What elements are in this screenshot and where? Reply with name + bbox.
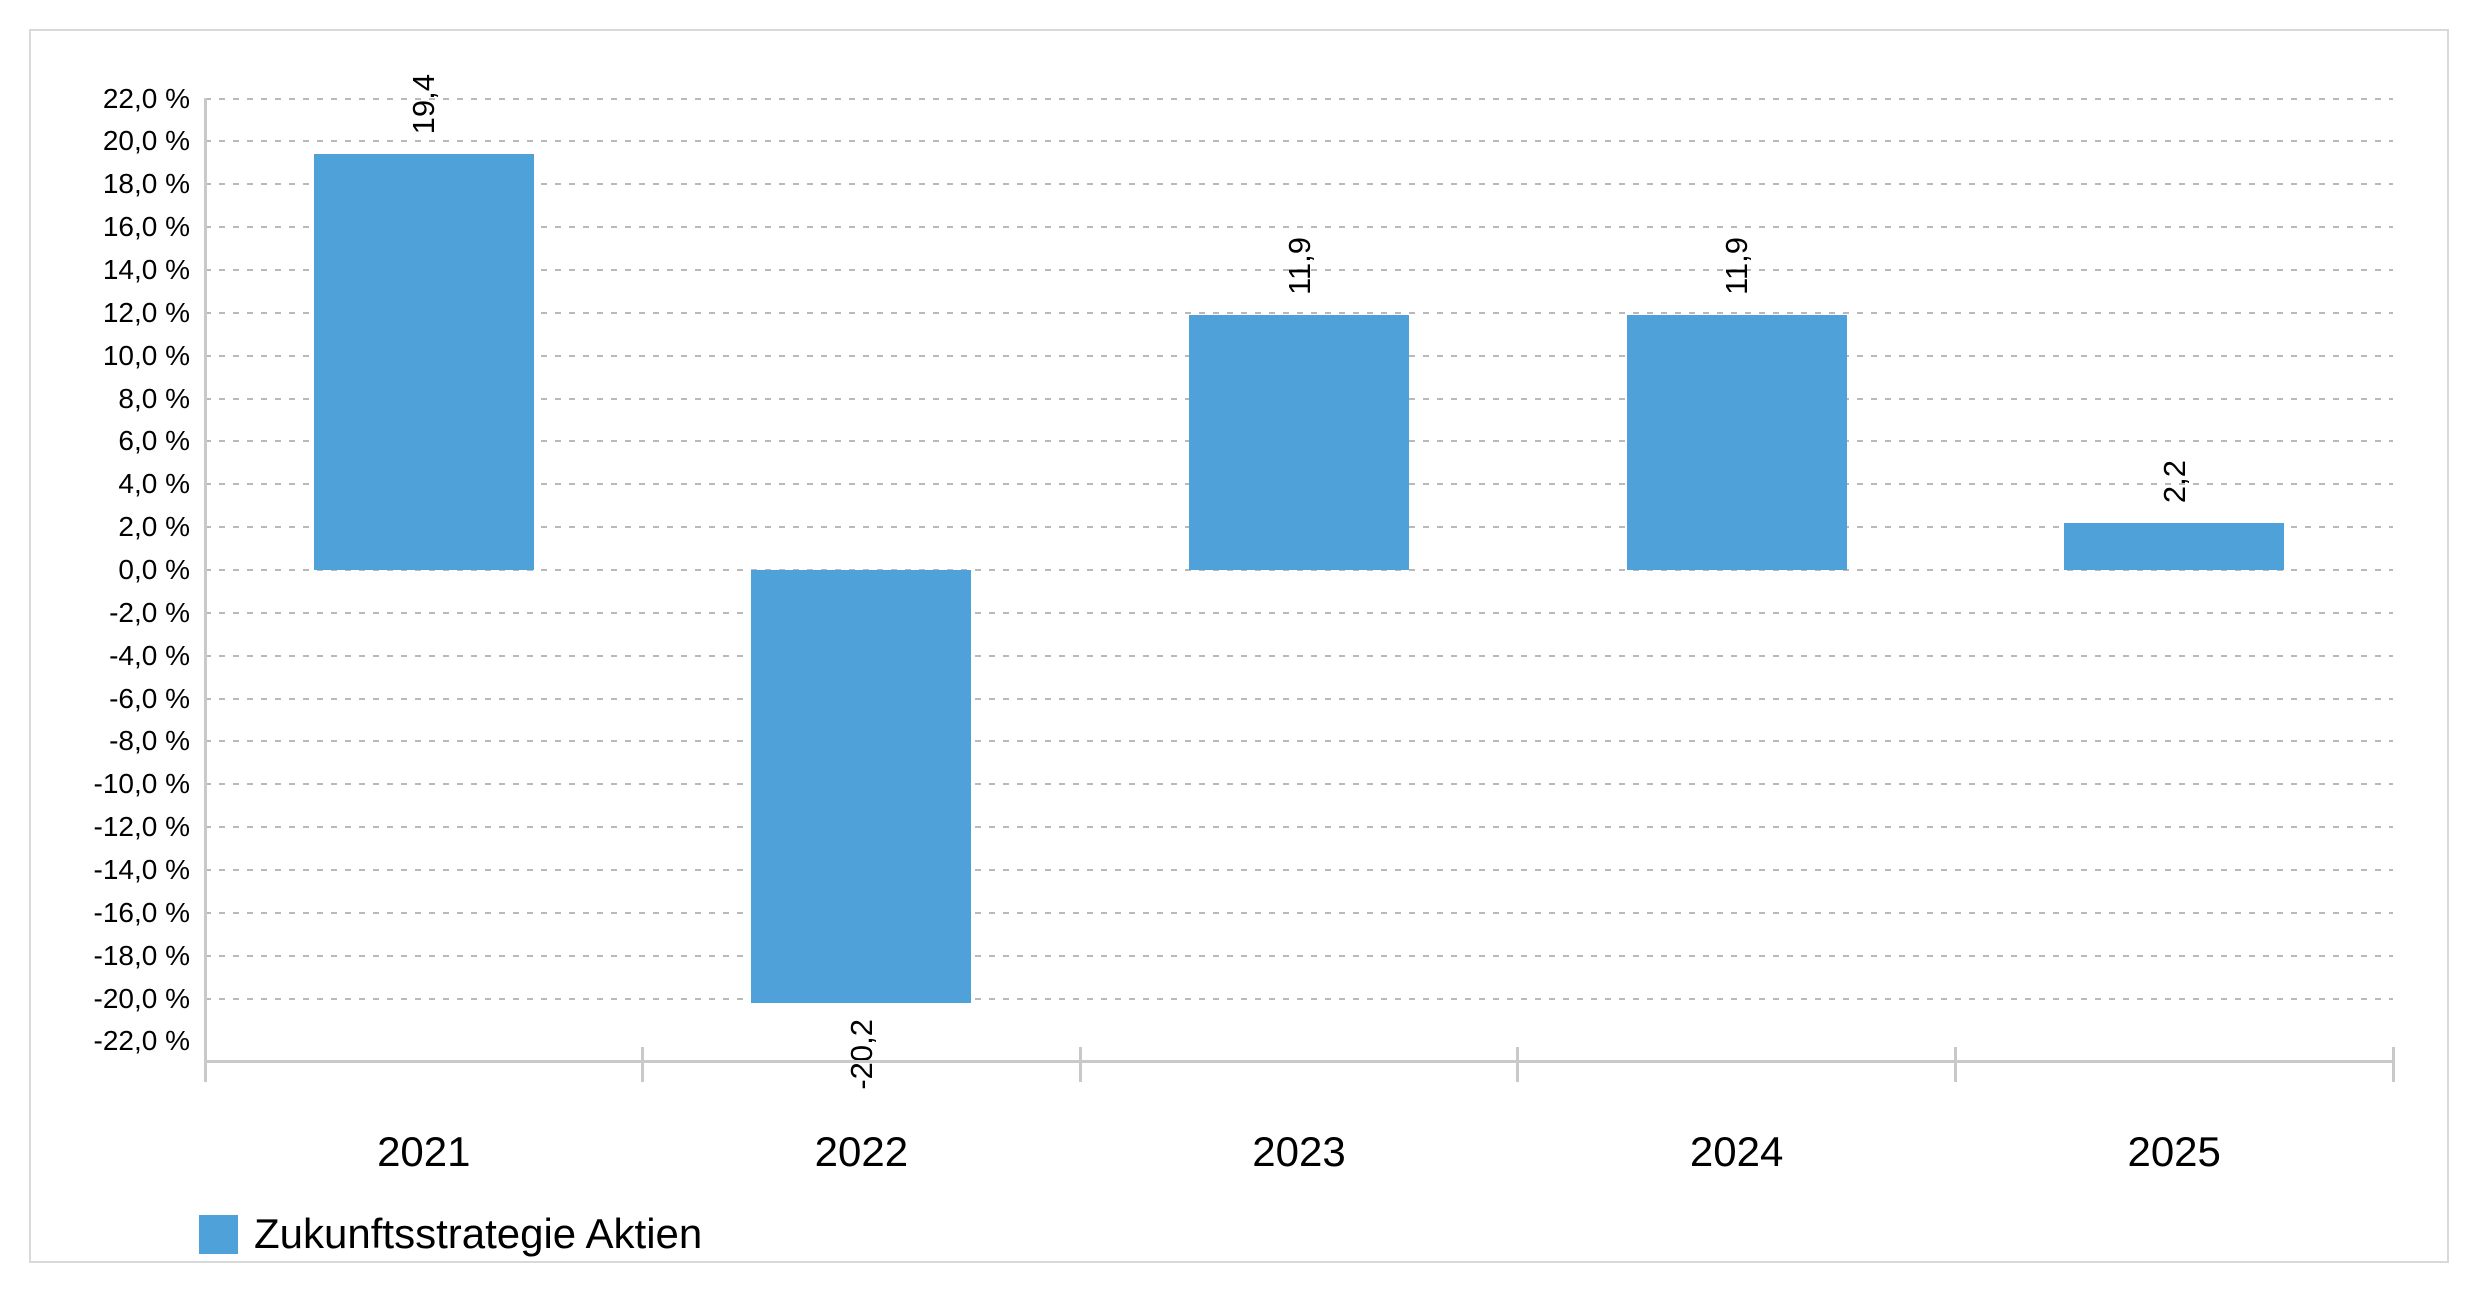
y-tick-label: 0,0 % [118,554,190,585]
gridline [205,183,2393,186]
y-tick-label: 4,0 % [118,468,190,500]
x-axis-line [205,1060,2393,1063]
y-tick-label: 22,0 % [102,82,190,114]
x-tick-label: 2023 [1252,1128,1346,1175]
gridline [205,997,2393,1000]
y-tick-label: -8,0 % [109,725,190,757]
x-tick-label: 2021 [377,1128,471,1175]
y-tick-label: 16,0 % [102,211,190,243]
bar-2025[interactable] [2064,522,2285,570]
y-tick-label: 8,0 % [118,382,190,414]
axis-tick [1516,1047,1520,1082]
y-tick-label: -4,0 % [109,639,190,671]
y-tick-label: 2,0 % [118,511,190,543]
gridline [205,697,2393,700]
chart-panel: 19,4 -20,2 11,9 11,9 2,2 22,0 % 20,0 % 18,0 % 1… [29,29,2449,1263]
gridline [205,569,2393,571]
y-tick-label: 10,0 % [102,339,190,371]
y-tick-label: 20,0 % [102,125,190,157]
y-tick-label: -18,0 % [93,939,191,971]
bar-2022[interactable] [751,570,972,1003]
gridline [205,97,2393,100]
plot-area: 19,4 -20,2 11,9 11,9 2,2 [203,74,2395,1090]
y-tick-label: 12,0 % [102,296,190,328]
y-axis-line [204,98,207,1082]
legend-item-zukunftsstrategie-aktien[interactable]: Zukunftsstrategie Aktien [199,1210,702,1258]
y-tick-label: -6,0 % [109,682,190,714]
gridline [205,826,2393,829]
y-tick-label: -14,0 % [93,854,191,886]
bar-value-label: -20,2 [843,1018,879,1090]
gridline [205,140,2393,143]
y-tick-label: -20,0 % [93,982,191,1014]
y-tick-label: -12,0 % [93,811,191,843]
bar-2023[interactable] [1189,314,1409,570]
bar-value-label: 11,9 [1719,236,1755,295]
y-tick-label: 14,0 % [102,253,190,285]
gridline [205,740,2393,743]
gridline [205,911,2393,914]
x-tick-label: 2024 [1689,1128,1784,1175]
gridline [205,783,2393,786]
gridline [205,654,2393,657]
bar-value-label: 19,4 [406,73,442,135]
x-tick-label: 2022 [814,1128,909,1175]
gridline [205,611,2393,614]
axis-tick [641,1047,645,1082]
axis-tick [2391,1047,2395,1082]
gridline [205,954,2393,957]
gridline [205,268,2393,271]
gridline [205,311,2393,314]
bar-value-label: 2,2 [2156,459,2192,503]
bar-value-label: 11,9 [1281,236,1317,295]
y-tick-label: 6,0 % [118,425,190,457]
bar-2024[interactable] [1626,314,1847,570]
axis-tick [203,1047,207,1082]
legend: Zukunftsstrategie Aktien [199,1210,702,1258]
y-tick-label: -22,0 % [93,1025,191,1057]
y-tick-label: -10,0 % [93,768,191,800]
bar-2021[interactable] [313,154,534,570]
axis-tick [1078,1047,1082,1082]
axis-tick [1953,1047,1957,1082]
gridline [205,226,2393,229]
y-tick-label: 18,0 % [102,168,190,200]
legend-label: Zukunftsstrategie Aktien [254,1210,703,1257]
x-tick-label: 2025 [2127,1128,2221,1175]
gridline [205,869,2393,872]
y-tick-label: -2,0 % [109,596,190,628]
y-tick-label: -16,0 % [93,896,191,928]
legend-swatch-icon [199,1214,238,1254]
